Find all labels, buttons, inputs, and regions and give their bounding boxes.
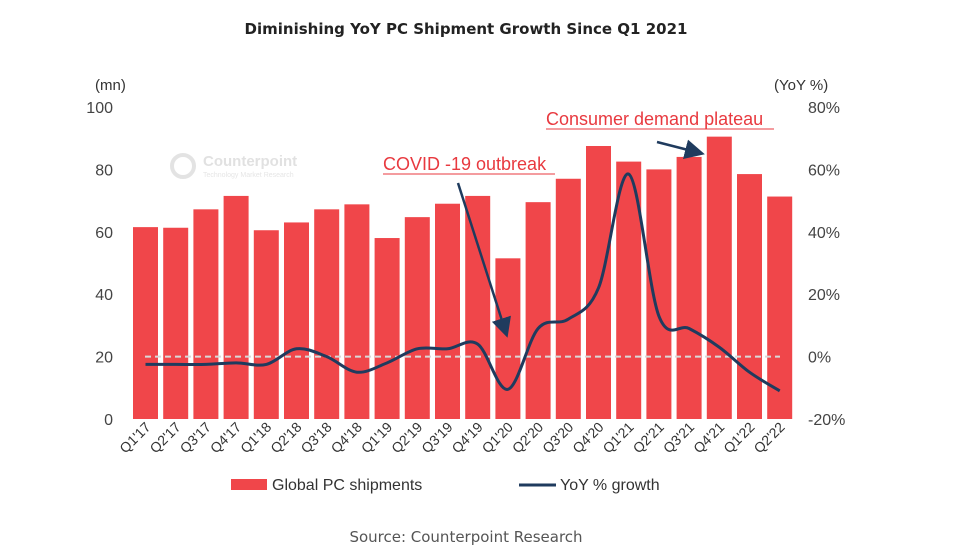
bar <box>555 178 581 419</box>
bar <box>404 217 430 419</box>
left-tick-label: 60 <box>95 225 113 242</box>
x-tick-label: Q1'21 <box>599 419 637 457</box>
bar <box>284 222 309 419</box>
x-tick-label: Q4'17 <box>207 419 245 457</box>
bar <box>163 227 189 419</box>
left-tick-label: 20 <box>95 350 113 367</box>
chart-title: Diminishing YoY PC Shipment Growth Since… <box>244 20 688 38</box>
bar <box>314 209 340 419</box>
x-tick-label: Q4'20 <box>569 419 607 457</box>
bar <box>374 238 400 419</box>
left-axis-label: (mn) <box>95 77 126 94</box>
plateau-annotation: Consumer demand plateau <box>546 109 763 129</box>
bar <box>495 258 521 419</box>
legend-line-label: YoY % growth <box>560 477 660 494</box>
plateau-arrow <box>656 139 705 159</box>
x-tick-label: Q3'17 <box>177 419 215 457</box>
bar <box>525 202 551 419</box>
source-note: Source: Counterpoint Research <box>349 528 583 546</box>
x-tick-label: Q1'20 <box>479 419 517 457</box>
right-axis-label: (YoY %) <box>774 77 828 94</box>
covid-arrow <box>456 182 511 338</box>
bar <box>767 196 793 419</box>
svg-text:Technology Market Research: Technology Market Research <box>203 172 294 179</box>
bar <box>133 227 158 419</box>
left-tick-label: 0 <box>104 412 113 429</box>
bar <box>344 204 370 419</box>
left-tick-label: 80 <box>95 162 113 179</box>
right-tick-label: -20% <box>808 412 845 429</box>
x-tick-label: Q1'22 <box>720 419 758 457</box>
x-tick-label: Q4'21 <box>690 419 728 457</box>
x-tick-label: Q4'19 <box>448 419 486 457</box>
x-tick-label: Q2'20 <box>509 419 547 457</box>
bar <box>586 146 611 419</box>
x-tick-label: Q1'18 <box>237 419 275 457</box>
left-tick-label: 40 <box>95 287 113 304</box>
x-tick-label: Q3'18 <box>297 419 335 457</box>
x-tick-label: Q2'19 <box>388 419 426 457</box>
right-tick-label: 40% <box>808 225 840 242</box>
bar <box>253 230 279 419</box>
x-tick-label: Q2'18 <box>267 419 305 457</box>
bar <box>193 209 219 419</box>
bar <box>223 195 249 419</box>
legend-bar-swatch <box>231 479 267 490</box>
bar <box>465 195 491 419</box>
x-tick-label: Q2'17 <box>146 419 184 457</box>
x-tick-label: Q1'17 <box>116 419 154 457</box>
legend-bar-label: Global PC shipments <box>272 477 422 494</box>
x-tick-label: Q3'21 <box>660 419 698 457</box>
yoy-growth-line <box>145 172 781 393</box>
right-tick-label: 60% <box>808 162 840 179</box>
bar <box>706 136 732 419</box>
bar <box>646 169 672 419</box>
counterpoint-watermark: Counterpoint Technology Market Research <box>170 153 297 179</box>
right-tick-label: 20% <box>808 287 840 304</box>
bar <box>435 203 460 419</box>
x-tick-label: Q3'20 <box>539 419 577 457</box>
x-tick-label: Q3'19 <box>418 419 456 457</box>
bar <box>737 174 762 419</box>
x-tick-label: Q2'21 <box>630 419 668 457</box>
left-tick-label: 100 <box>86 100 113 117</box>
pc-shipment-chart: Counterpoint Technology Market Research (m… <box>86 77 845 494</box>
bar <box>676 156 702 420</box>
x-tick-label: Q2'22 <box>750 419 788 457</box>
x-tick-label: Q1'19 <box>358 419 396 457</box>
svg-text:Counterpoint: Counterpoint <box>203 153 297 170</box>
right-tick-label: 80% <box>808 100 840 117</box>
x-tick-label: Q4'18 <box>328 419 366 457</box>
covid-annotation: COVID -19 outbreak <box>383 154 547 174</box>
right-tick-label: 0% <box>808 350 831 367</box>
